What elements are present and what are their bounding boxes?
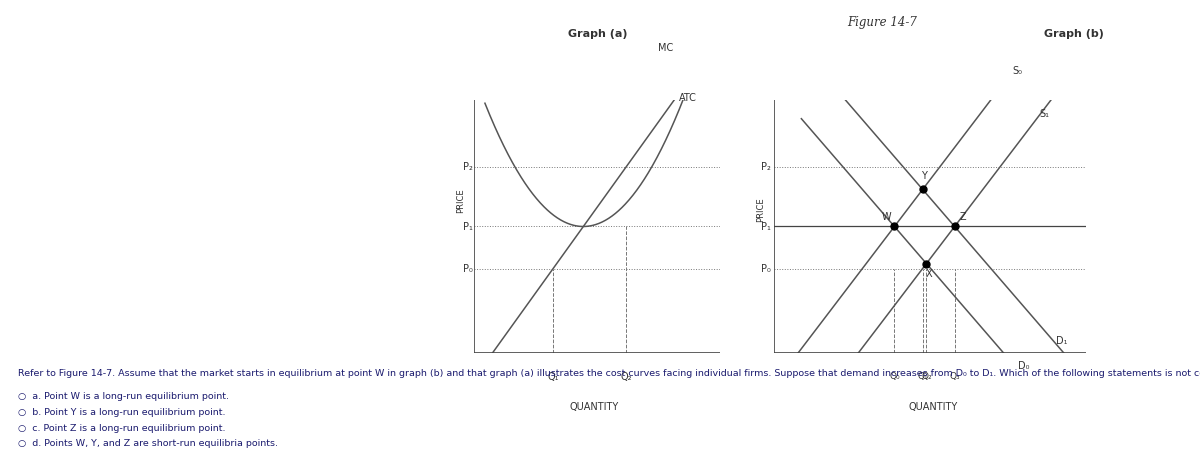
Text: PRICE: PRICE	[756, 197, 764, 222]
Text: S₁: S₁	[1039, 110, 1050, 120]
Text: QUANTITY: QUANTITY	[570, 402, 619, 412]
Text: P₁: P₁	[761, 222, 772, 231]
Text: ○  b. Point Y is a long-run equilibrium point.: ○ b. Point Y is a long-run equilibrium p…	[18, 408, 226, 417]
Text: ○  c. Point Z is a long-run equilibrium point.: ○ c. Point Z is a long-run equilibrium p…	[18, 424, 226, 433]
Text: Q₁: Q₁	[547, 372, 559, 382]
Text: Y: Y	[920, 171, 926, 181]
Text: Q₂: Q₂	[922, 372, 931, 381]
Text: MC: MC	[658, 43, 673, 53]
Text: D₁: D₁	[1056, 336, 1067, 346]
Text: ATC: ATC	[679, 92, 697, 102]
Text: Q₀: Q₀	[889, 372, 900, 381]
Text: ○  d. Points W, Y, and Z are short-run equilibria points.: ○ d. Points W, Y, and Z are short-run eq…	[18, 439, 278, 448]
Text: QUANTITY: QUANTITY	[908, 402, 958, 412]
Text: W: W	[881, 212, 892, 222]
Text: PRICE: PRICE	[456, 189, 466, 213]
Text: Q₁: Q₁	[917, 372, 928, 381]
Text: P₂: P₂	[463, 162, 473, 172]
Text: P₀: P₀	[463, 264, 473, 274]
Text: P₁: P₁	[463, 222, 473, 231]
Text: X: X	[925, 269, 932, 279]
Text: D₀: D₀	[1018, 361, 1030, 371]
Text: Q₃: Q₃	[949, 372, 960, 381]
Text: Graph (a): Graph (a)	[568, 29, 628, 39]
Text: Graph (b): Graph (b)	[1044, 29, 1104, 39]
Text: Figure 14-7: Figure 14-7	[847, 16, 917, 29]
Text: ○  a. Point W is a long-run equilibrium point.: ○ a. Point W is a long-run equilibrium p…	[18, 392, 229, 401]
Text: Q₂: Q₂	[620, 372, 631, 382]
Text: P₂: P₂	[761, 162, 772, 172]
Text: P₀: P₀	[761, 264, 772, 274]
Text: S₀: S₀	[1012, 66, 1022, 77]
Text: Z: Z	[960, 212, 966, 222]
Text: Refer to Figure 14-7. Assume that the market starts in equilibrium at point W in: Refer to Figure 14-7. Assume that the ma…	[18, 369, 1200, 378]
